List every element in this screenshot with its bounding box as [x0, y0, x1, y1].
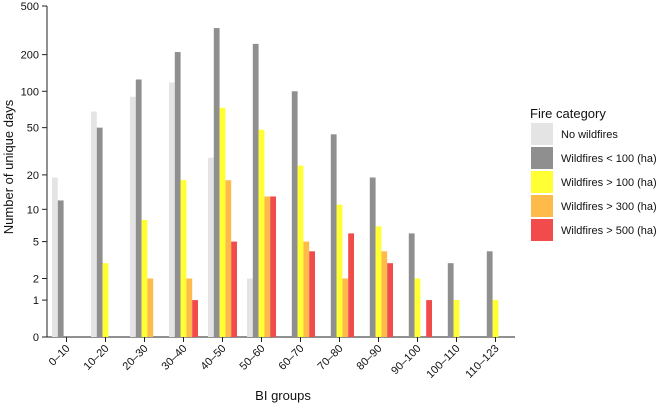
legend-label: Wildfires < 100 (ha): [561, 153, 657, 165]
legend: Fire category No wildfires Wildfires < 10…: [530, 106, 657, 241]
bar-4-8: [387, 263, 393, 337]
bar-2-7: [336, 204, 343, 337]
legend-label: Wildfires > 100 (ha): [561, 177, 657, 189]
bar-1-1: [96, 127, 103, 338]
x-tick-label: 100–110: [424, 343, 462, 381]
bar-3-6: [303, 241, 310, 337]
x-tick-label: 90–100: [389, 343, 423, 377]
bars-layer: [52, 28, 499, 338]
bar-4-5: [270, 196, 276, 337]
bar-1-11: [486, 251, 493, 337]
y-ticks-layer: 0 1 2 5 10 20 50 100 200 500: [21, 1, 47, 344]
bar-1-0: [57, 200, 64, 337]
bar-2-2: [141, 220, 148, 337]
bar-0-4: [208, 157, 214, 337]
y-tick-label: 100: [21, 86, 39, 98]
y-tick-label: 5: [33, 237, 39, 249]
axes-layer: [46, 6, 515, 338]
bar-3-8: [381, 251, 388, 337]
bar-3-2: [147, 278, 154, 337]
bar-3-3: [186, 278, 193, 337]
y-axis-title: Number of unique days: [1, 99, 16, 234]
bar-1-7: [330, 134, 337, 337]
bar-2-5: [258, 129, 265, 337]
legend-swatch: [531, 195, 553, 217]
x-tick-label: 60–70: [277, 343, 307, 373]
bar-4-3: [192, 300, 198, 337]
x-tick-label: 10–20: [82, 343, 112, 373]
bar-1-3: [174, 52, 181, 337]
bar-4-7: [348, 233, 354, 337]
bar-2-10: [453, 300, 460, 337]
bar-2-1: [102, 263, 109, 337]
bar-1-5: [252, 43, 259, 338]
legend-label: No wildfires: [561, 129, 618, 141]
y-tick-label: 10: [27, 204, 39, 216]
y-tick-label: 2: [33, 274, 39, 286]
bar-2-8: [375, 226, 382, 337]
x-ticks-layer: 0–10 10–20 20–30 30–40 40–50 50–60 60–70 70–80 8…: [47, 337, 502, 381]
x-tick-label: 40–50: [199, 343, 229, 373]
bar-3-7: [342, 278, 349, 337]
bar-2-4: [219, 107, 226, 337]
y-tick-label: 500: [21, 1, 39, 13]
bar-2-3: [180, 180, 187, 337]
y-tick-label: 0: [33, 332, 39, 344]
legend-title: Fire category: [530, 106, 606, 121]
x-tick-label: 30–40: [160, 343, 190, 373]
legend-label: Wildfires > 300 (ha): [561, 201, 657, 213]
bar-0-3: [169, 82, 175, 337]
bar-1-9: [408, 233, 415, 337]
bar-0-2: [130, 96, 136, 337]
bar-2-11: [492, 300, 499, 337]
bar-1-8: [369, 177, 376, 337]
bar-3-5: [264, 196, 271, 337]
bar-1-2: [135, 79, 142, 338]
bar-3-4: [225, 180, 232, 337]
x-tick-label: 20–30: [121, 343, 151, 373]
bar-4-6: [309, 251, 315, 337]
bar-2-6: [297, 165, 304, 337]
x-tick-label: 110–123: [463, 343, 501, 381]
x-tick-label: 80–90: [355, 343, 385, 373]
legend-swatch: [531, 219, 553, 241]
bar-0-1: [91, 111, 97, 337]
y-tick-label: 200: [21, 50, 39, 62]
bar-1-4: [213, 28, 220, 337]
legend-swatch: [531, 123, 553, 145]
bar-4-4: [231, 241, 237, 337]
legend-items: No wildfires Wildfires < 100 (ha) Wildfire…: [531, 123, 657, 241]
bar-1-6: [291, 91, 298, 338]
bar-1-10: [447, 263, 454, 337]
bar-2-9: [414, 278, 421, 337]
bar-0-0: [52, 177, 58, 337]
x-axis-title: BI groups: [255, 388, 311, 403]
x-tick-label: 70–80: [316, 343, 346, 373]
y-tick-label: 20: [27, 170, 39, 182]
bar-0-5: [247, 278, 253, 337]
y-tick-label: 50: [27, 123, 39, 135]
y-tick-label: 1: [33, 295, 39, 307]
bar-4-9: [426, 300, 432, 337]
legend-swatch: [531, 147, 553, 169]
legend-label: Wildfires > 500 (ha): [561, 225, 657, 237]
x-tick-label: 50–60: [238, 343, 268, 373]
legend-swatch: [531, 171, 553, 193]
x-tick-label: 0–10: [47, 343, 73, 369]
